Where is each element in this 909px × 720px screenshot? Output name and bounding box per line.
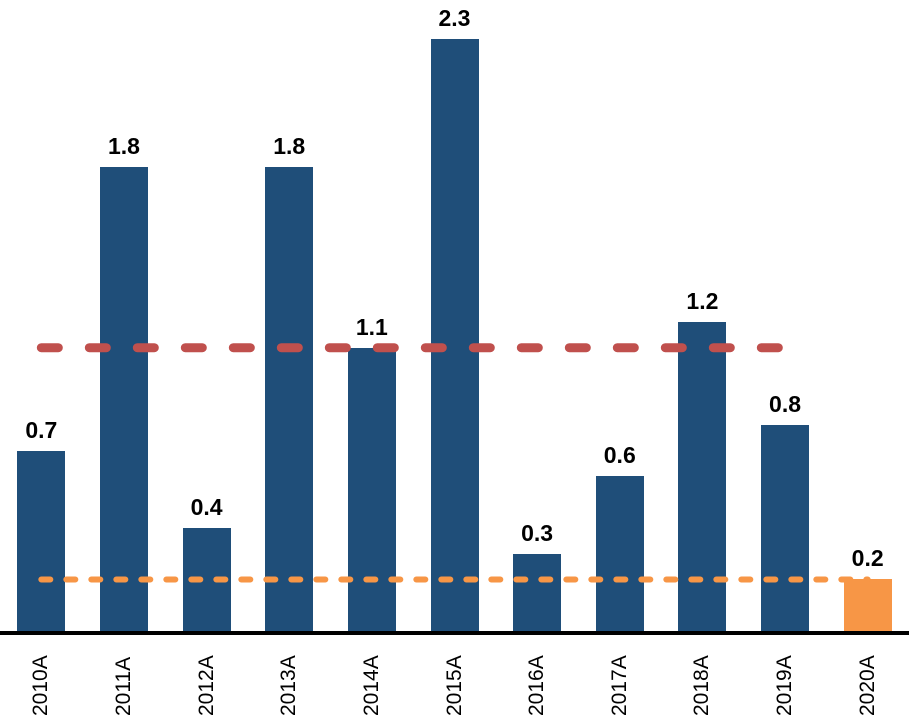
x-axis-line [0,631,909,635]
x-tick-2017A: 2017A [607,655,631,716]
data-label-2011A: 1.8 [107,132,140,159]
x-tick-2015A: 2015A [442,655,466,716]
x-tick-2012A: 2012A [194,655,218,716]
x-tick-2020A: 2020A [855,655,879,716]
bar-2017A [595,476,644,631]
bar-2020A [843,579,892,631]
x-tick-2019A: 2019A [773,655,797,716]
x-tick-2014A: 2014A [359,655,383,716]
x-axis-tick-labels: 2010A 2011A 2012A 2013A 2014A 2015A 2016A 2017A… [0,635,909,720]
bar-2014A [347,348,396,631]
data-label-2017A: 0.6 [603,441,636,468]
data-label-2018A: 1.2 [686,287,719,314]
bar-2016A [513,554,562,631]
data-label-2014A: 1.1 [355,313,388,340]
bar-2018A [678,322,727,631]
x-tick-2013A: 2013A [277,655,301,716]
data-label-2012A: 0.4 [190,493,223,520]
bar-2011A [99,167,148,631]
data-label-2013A: 1.8 [273,132,306,159]
data-label-2016A: 0.3 [521,519,554,546]
bar-2019A [761,425,810,631]
bar-2013A [265,167,314,631]
data-label-2020A: 0.2 [851,544,884,571]
bar-2015A [430,39,479,631]
x-tick-2011A: 2011A [111,656,135,716]
x-tick-2010A: 2010A [29,655,53,716]
bar-2010A [17,451,66,631]
data-label-2019A: 0.8 [769,390,802,417]
plot-area: 0.7 1.8 0.4 1.8 1.1 2.3 0.3 0.6 1.2 0.8 0.2 [17,4,892,631]
x-tick-2018A: 2018A [690,655,714,716]
bar-2012A [182,528,231,631]
x-tick-2016A: 2016A [525,655,549,716]
data-label-2015A: 2.3 [438,4,471,31]
data-label-2010A: 0.7 [25,416,58,443]
